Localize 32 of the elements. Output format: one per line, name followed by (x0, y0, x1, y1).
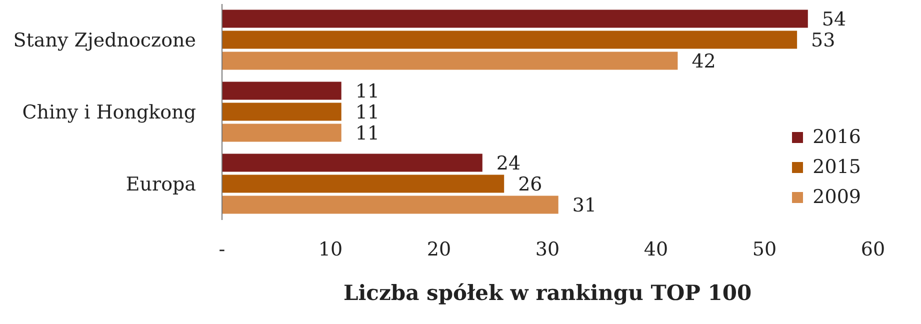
bar (222, 30, 798, 49)
data-label: 11 (355, 80, 380, 103)
data-label: 24 (496, 152, 521, 175)
x-tick-label: 50 (752, 238, 777, 260)
data-label: 11 (355, 102, 380, 124)
y-tick-label: Europa (126, 174, 196, 196)
x-tick-label: 60 (860, 238, 886, 260)
legend-label: 2009 (812, 185, 861, 210)
data-label: 53 (811, 30, 836, 52)
legend-label: 2016 (812, 125, 861, 150)
bar (222, 52, 678, 70)
x-tick-label: 10 (318, 238, 343, 260)
bar (222, 124, 342, 142)
bar (222, 82, 342, 100)
data-label: 11 (355, 122, 380, 145)
y-tick-label: Chiny i Hongkong (22, 102, 196, 124)
x-tick-label: 20 (426, 238, 452, 260)
x-axis-title: Liczba spółek w rankingu TOP 100 (343, 280, 752, 305)
bar (222, 10, 808, 28)
x-tick-label: 40 (644, 238, 668, 260)
data-label: 42 (692, 50, 716, 73)
bar (222, 196, 558, 214)
bar (222, 154, 482, 172)
x-tick-label: - (218, 238, 226, 260)
bar (222, 102, 342, 121)
data-label: 31 (572, 194, 597, 217)
data-label: 54 (822, 8, 846, 31)
bar (222, 174, 504, 193)
y-tick-label: Stany Zjednoczone (13, 30, 196, 52)
legend-label: 2015 (812, 155, 861, 180)
data-label: 26 (518, 174, 542, 196)
x-tick-label: 30 (535, 238, 560, 260)
